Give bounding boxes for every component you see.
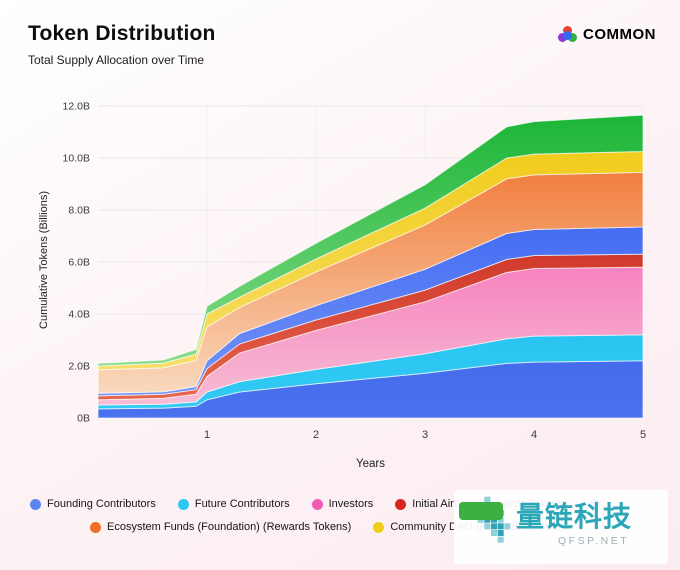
x-axis-title: Years [356, 458, 385, 470]
page-title: Token Distribution [28, 22, 216, 45]
legend-dot [395, 498, 407, 510]
watermark-subtext: QFSP.NET [558, 535, 630, 547]
legend-item[interactable]: Founding Contributors [30, 498, 156, 510]
legend-dot [373, 521, 385, 533]
legend-dot [177, 498, 189, 510]
y-axis-title: Cumulative Tokens (Billions) [38, 191, 50, 329]
chart-area: Cumulative Tokens (Billions) 0B 2.0B 4.0B 6… [38, 96, 658, 471]
legend-dot [90, 521, 101, 533]
watermark-green-pill [459, 502, 503, 520]
svg-text:2: 2 [313, 429, 319, 441]
svg-text:5: 5 [640, 429, 646, 441]
common-logo-text: COMMON [583, 26, 656, 43]
legend-label: Investors [328, 498, 374, 510]
svg-text:2.0B: 2.0B [68, 361, 90, 373]
svg-text:1: 1 [204, 429, 210, 441]
svg-text:12.0B: 12.0B [63, 101, 90, 113]
legend-row: Founding Contributors Future Contributors… [30, 498, 672, 510]
watermark: 量链科技 QFSP.NET [454, 490, 668, 564]
svg-text:6.0B: 6.0B [68, 257, 90, 269]
legend-label: Founding Contributors [47, 498, 156, 510]
common-logo-icon [558, 26, 577, 43]
svg-text:3: 3 [422, 429, 428, 441]
svg-text:8.0B: 8.0B [68, 205, 90, 217]
svg-text:4: 4 [531, 429, 537, 441]
legend-dot [311, 498, 323, 510]
legend-item[interactable]: Future Contributors [177, 498, 290, 510]
header: Token Distribution Total Supply Allocati… [28, 22, 216, 67]
watermark-text: 量链科技 [516, 501, 633, 532]
page-subtitle: Total Supply Allocation over Time [28, 53, 205, 67]
legend-dot [30, 498, 41, 510]
legend-item[interactable]: Investors [311, 498, 374, 510]
svg-text:10.0B: 10.0B [63, 153, 90, 165]
legend-label: Future Contributors [194, 498, 290, 510]
stacked-area-chart: 0B 2.0B 4.0B 6.0B 8.0B 10.0B 12.0B 1 2 3 4 5 [63, 101, 647, 442]
svg-text:4.0B: 4.0B [68, 309, 90, 321]
legend-item[interactable]: Ecosystem Funds (Foundation) (Rewards To… [90, 521, 351, 533]
common-logo: COMMON [558, 26, 656, 43]
legend-label: Ecosystem Funds (Foundation) (Rewards To… [107, 521, 352, 533]
svg-text:0B: 0B [77, 413, 90, 425]
